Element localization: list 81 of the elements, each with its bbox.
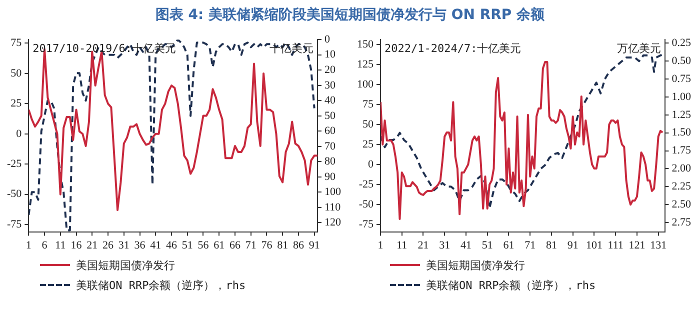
y2-tick-label: 1.00	[672, 90, 692, 103]
x-tick-label: 61	[214, 239, 225, 252]
x-tick-label: 21	[86, 239, 98, 252]
y-tick-label: 50	[10, 67, 22, 80]
x-tick-label: 56	[198, 239, 210, 252]
x-tick-label: 16	[70, 239, 82, 252]
x-tick-label: 131	[650, 239, 667, 252]
y2-tick-label: 50	[324, 110, 336, 122]
y-tick-label: -50	[358, 198, 374, 210]
y2-tick-label: 10	[324, 48, 336, 61]
y2-tick-label: 110	[324, 201, 342, 214]
y2-tick-label: 0	[324, 33, 330, 46]
y2-tick-label: 0.25	[672, 37, 692, 50]
y2-tick-label: 90	[324, 170, 336, 183]
x-tick-label: 31	[439, 239, 450, 252]
x-tick-label: 76	[261, 239, 273, 252]
legend-label: 美联储ON RRP余额（逆序），rhs	[76, 278, 246, 292]
y2-tick-label: 20	[324, 64, 336, 76]
x-tick-label: 51	[182, 239, 193, 252]
x-tick-label: 1	[378, 239, 384, 252]
y-tick-label: 150	[357, 38, 374, 50]
annotation: 2022/1-2024/7:十亿美元	[384, 42, 522, 55]
x-tick-label: 91	[567, 239, 578, 252]
y-tick-label: 75	[362, 98, 374, 110]
x-tick-label: 26	[102, 239, 114, 252]
y-tick-label: 0	[368, 158, 374, 170]
y2-tick-label: 120	[324, 216, 342, 229]
y-tick-label: 125	[357, 58, 374, 70]
text: 图表 4: 美联储紧缩阶段美国短期国债净发行与 ON RRP 余额	[154, 6, 546, 25]
x-tick-label: 66	[229, 239, 241, 252]
x-tick-label: 31	[118, 239, 130, 252]
y-tick-label: 25	[10, 98, 22, 110]
y2-tick-label: 2.00	[672, 162, 692, 175]
x-tick-label: 101	[586, 239, 602, 252]
x-tick-label: 21	[418, 239, 429, 252]
y2-tick-label: 2.50	[672, 198, 692, 210]
x-tick-label: 41	[460, 239, 472, 252]
y2-tick-label: 100	[324, 186, 342, 198]
y-tick-label: -50	[6, 188, 22, 200]
legend-label: 美联储ON RRP余额（逆序），rhs	[426, 278, 596, 292]
x-tick-label: 46	[166, 239, 178, 252]
annotation: 万亿美元	[616, 42, 661, 55]
y-tick-label: -75	[358, 218, 374, 230]
x-tick-label: 6	[42, 239, 48, 252]
x-tick-label: 41	[150, 239, 162, 252]
x-tick-label: 111	[608, 239, 624, 252]
x-tick-label: 1	[26, 239, 32, 252]
y2-tick-label: 1.25	[672, 108, 692, 121]
y2-tick-label: 40	[324, 94, 336, 107]
y2-tick-label: 1.75	[672, 144, 692, 157]
legend-label: 美国短期国债净发行	[426, 258, 525, 272]
y-tick-label: 25	[362, 138, 374, 150]
y2-tick-label: 70	[324, 140, 336, 152]
y2-tick-label: 0.50	[672, 55, 692, 68]
y2-tick-label: 0.75	[672, 72, 692, 85]
y2-tick-label: 2.75	[672, 216, 692, 228]
x-tick-label: 11	[55, 239, 66, 252]
x-tick-label: 121	[628, 239, 646, 252]
y-tick-label: 75	[10, 37, 22, 50]
legend-label: 美国短期国债净发行	[76, 258, 175, 272]
y-tick-label: -75	[6, 218, 22, 230]
x-tick-label: 11	[396, 239, 408, 252]
y2-tick-label: 30	[324, 79, 336, 92]
y-tick-label: 100	[357, 78, 374, 90]
x-tick-label: 61	[503, 239, 514, 252]
y2-tick-label: 60	[324, 125, 336, 138]
x-tick-label: 81	[277, 239, 288, 252]
x-tick-label: 86	[292, 239, 304, 252]
y-tick-label: -25	[358, 178, 374, 190]
x-tick-label: 71	[524, 239, 536, 252]
y-tick-label: -25	[6, 158, 22, 170]
y2-tick-label: 80	[324, 156, 336, 168]
y-tick-label: 50	[362, 118, 374, 130]
y-tick-label: 0	[16, 128, 22, 140]
x-tick-label: 51	[482, 239, 493, 252]
x-tick-label: 36	[134, 239, 146, 252]
x-tick-label: 91	[308, 239, 320, 252]
x-tick-label: 81	[546, 239, 557, 252]
y2-tick-label: 1.50	[672, 126, 692, 139]
y2-tick-label: 2.25	[672, 180, 692, 193]
x-tick-label: 71	[245, 239, 256, 252]
